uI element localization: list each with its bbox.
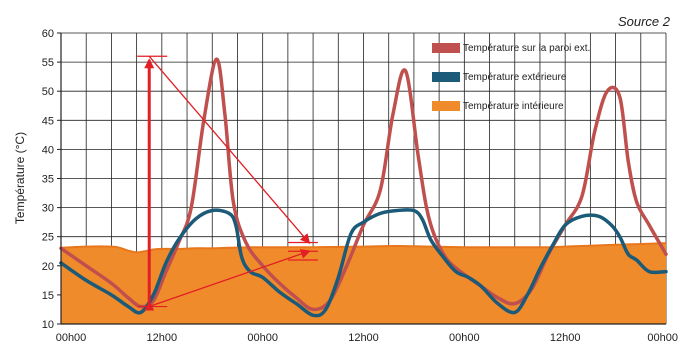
interior-temperature-edge [60, 242, 667, 254]
interior-temperature-area [61, 243, 666, 324]
damping-arrow [148, 55, 311, 245]
legend-label: Température extérieure [463, 72, 567, 83]
y-tick-label: 25 [42, 232, 54, 244]
exterior-temperature-line [59, 208, 668, 318]
x-tick-label: 12h00 [147, 332, 178, 344]
damping-arrow [149, 249, 311, 308]
x-tick-label: 00h00 [247, 332, 278, 344]
legend-swatch [432, 72, 460, 82]
y-tick-label: 45 [42, 115, 54, 127]
x-tick-label: 00h00 [449, 332, 480, 344]
chart-axes: 10 15 20 25 30 35 40 45 50 55 60 00h00 12h00 00h00 12h… [42, 28, 678, 344]
annotations-layer [137, 55, 318, 311]
chart-legend: Température sur la paroi ext. Température… [432, 43, 590, 112]
source-label: Source 2 [618, 14, 671, 29]
legend-swatch [432, 101, 460, 111]
x-tick-label: 12h00 [550, 332, 581, 344]
y-tick-label: 50 [42, 86, 54, 98]
y-tick-label: 35 [42, 174, 54, 186]
x-tick-label: 00h00 [647, 332, 678, 344]
y-tick-label: 40 [42, 144, 54, 156]
legend-label: Température sur la paroi ext. [463, 43, 590, 54]
series-lines-layer [59, 57, 668, 318]
legend-label: Température intérieure [463, 101, 564, 112]
legend-swatch [432, 43, 460, 53]
y-tick-label: 55 [42, 57, 54, 69]
y-tick-label: 10 [42, 319, 54, 331]
y-axis-title: Température (°C) [13, 132, 27, 224]
y-tick-label: 60 [42, 28, 54, 40]
x-tick-label: 00h00 [56, 332, 87, 344]
y-tick-label: 30 [42, 203, 54, 215]
y-tick-label: 15 [42, 290, 54, 302]
x-tick-label: 12h00 [348, 332, 379, 344]
interior-area-layer [60, 242, 667, 324]
y-tick-label: 20 [42, 261, 54, 273]
